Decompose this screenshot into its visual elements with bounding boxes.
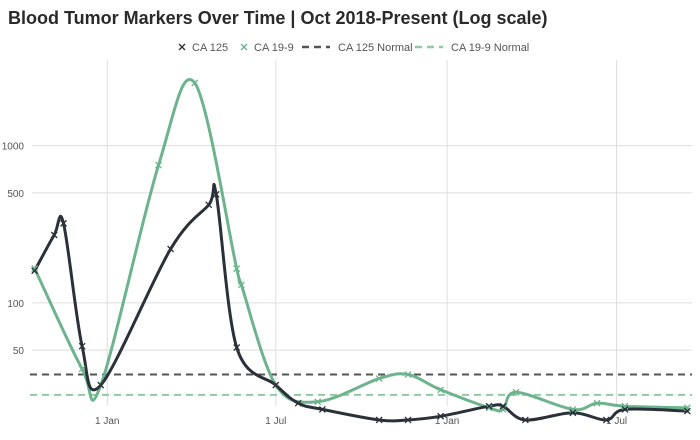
ca-19-9-point [404, 371, 412, 378]
legend-swatch [240, 43, 248, 51]
ca-125-point [205, 201, 213, 209]
ca-125-point [31, 267, 39, 275]
grid [32, 60, 692, 406]
x-tick-label: 1 Jan [435, 416, 459, 427]
legend-swatch [178, 43, 186, 51]
ca-19-9-point [512, 388, 520, 396]
ca-125-point [233, 344, 241, 351]
ca-125-point [318, 405, 326, 413]
ca-19-9-point [237, 281, 245, 289]
ca-125-point [404, 416, 412, 424]
series-lines [30, 78, 692, 423]
ca-125-point [521, 416, 529, 424]
ca-125-point [294, 399, 302, 407]
ca-125-point [60, 219, 67, 227]
legend-label: CA 19-9 [254, 42, 294, 54]
ca-125-line [33, 183, 689, 423]
ca-19-9-point [485, 404, 493, 412]
ca-125-point [97, 381, 105, 389]
y-tick-label: 500 [7, 189, 24, 200]
ca-19-9-point [191, 79, 199, 87]
ca-125-point [485, 402, 493, 410]
ca-19-9-point [314, 398, 322, 406]
legend: CA 125 CA 19-9 CA 125 Normal CA 19-9 Normal [178, 42, 529, 54]
ca-125-point [621, 405, 629, 413]
ca-19-9-point [593, 399, 601, 407]
ca-19-9-point [375, 375, 383, 383]
ca-125-point [437, 412, 445, 420]
ca-19-9-point [31, 265, 39, 273]
y-tick-label: 1000 [2, 142, 25, 153]
y-tick-label: 50 [13, 346, 25, 357]
legend-label: CA 125 Normal [338, 42, 413, 54]
ca-125-point [499, 402, 507, 410]
ca-125-point [683, 407, 691, 415]
legend-item-ca-19-9-normal: CA 19-9 Normal [415, 42, 529, 54]
ca-125-point [50, 231, 58, 239]
ca-125-point [602, 416, 610, 424]
x-tick-label: 1 Jul [265, 416, 286, 427]
legend-item-ca-125: CA 125 [178, 42, 228, 54]
x-tick-label: 1 Jan [95, 416, 119, 427]
y-tick-label: 100 [7, 299, 24, 310]
ca-19-9-point [233, 265, 241, 273]
chart-title: Blood Tumor Markers Over Time | Oct 2018… [8, 8, 548, 28]
ca-125-point [375, 416, 383, 424]
legend-item-ca-19-9: CA 19-9 [240, 42, 294, 54]
ca-19-9-point [78, 365, 86, 373]
axis-ticks: 50 100 500 1000 1 Jan 1 Jul 1 Jan 1 Jul [2, 142, 627, 427]
ca-19-9-line [33, 78, 689, 413]
ca-19-9-point [437, 386, 445, 394]
legend-item-ca-125-normal: CA 125 Normal [302, 42, 413, 54]
ca-125-point [212, 190, 220, 198]
ca-125-point [272, 381, 280, 389]
x-tick-label: 1 Jul [606, 416, 627, 427]
ca-125-point [78, 342, 86, 350]
series-markers [31, 79, 691, 424]
ca-19-9-point [155, 161, 162, 169]
ca-125-point [167, 245, 175, 253]
ca-125-point [569, 409, 577, 417]
legend-label: CA 125 [192, 42, 228, 54]
legend-label: CA 19-9 Normal [451, 42, 529, 54]
